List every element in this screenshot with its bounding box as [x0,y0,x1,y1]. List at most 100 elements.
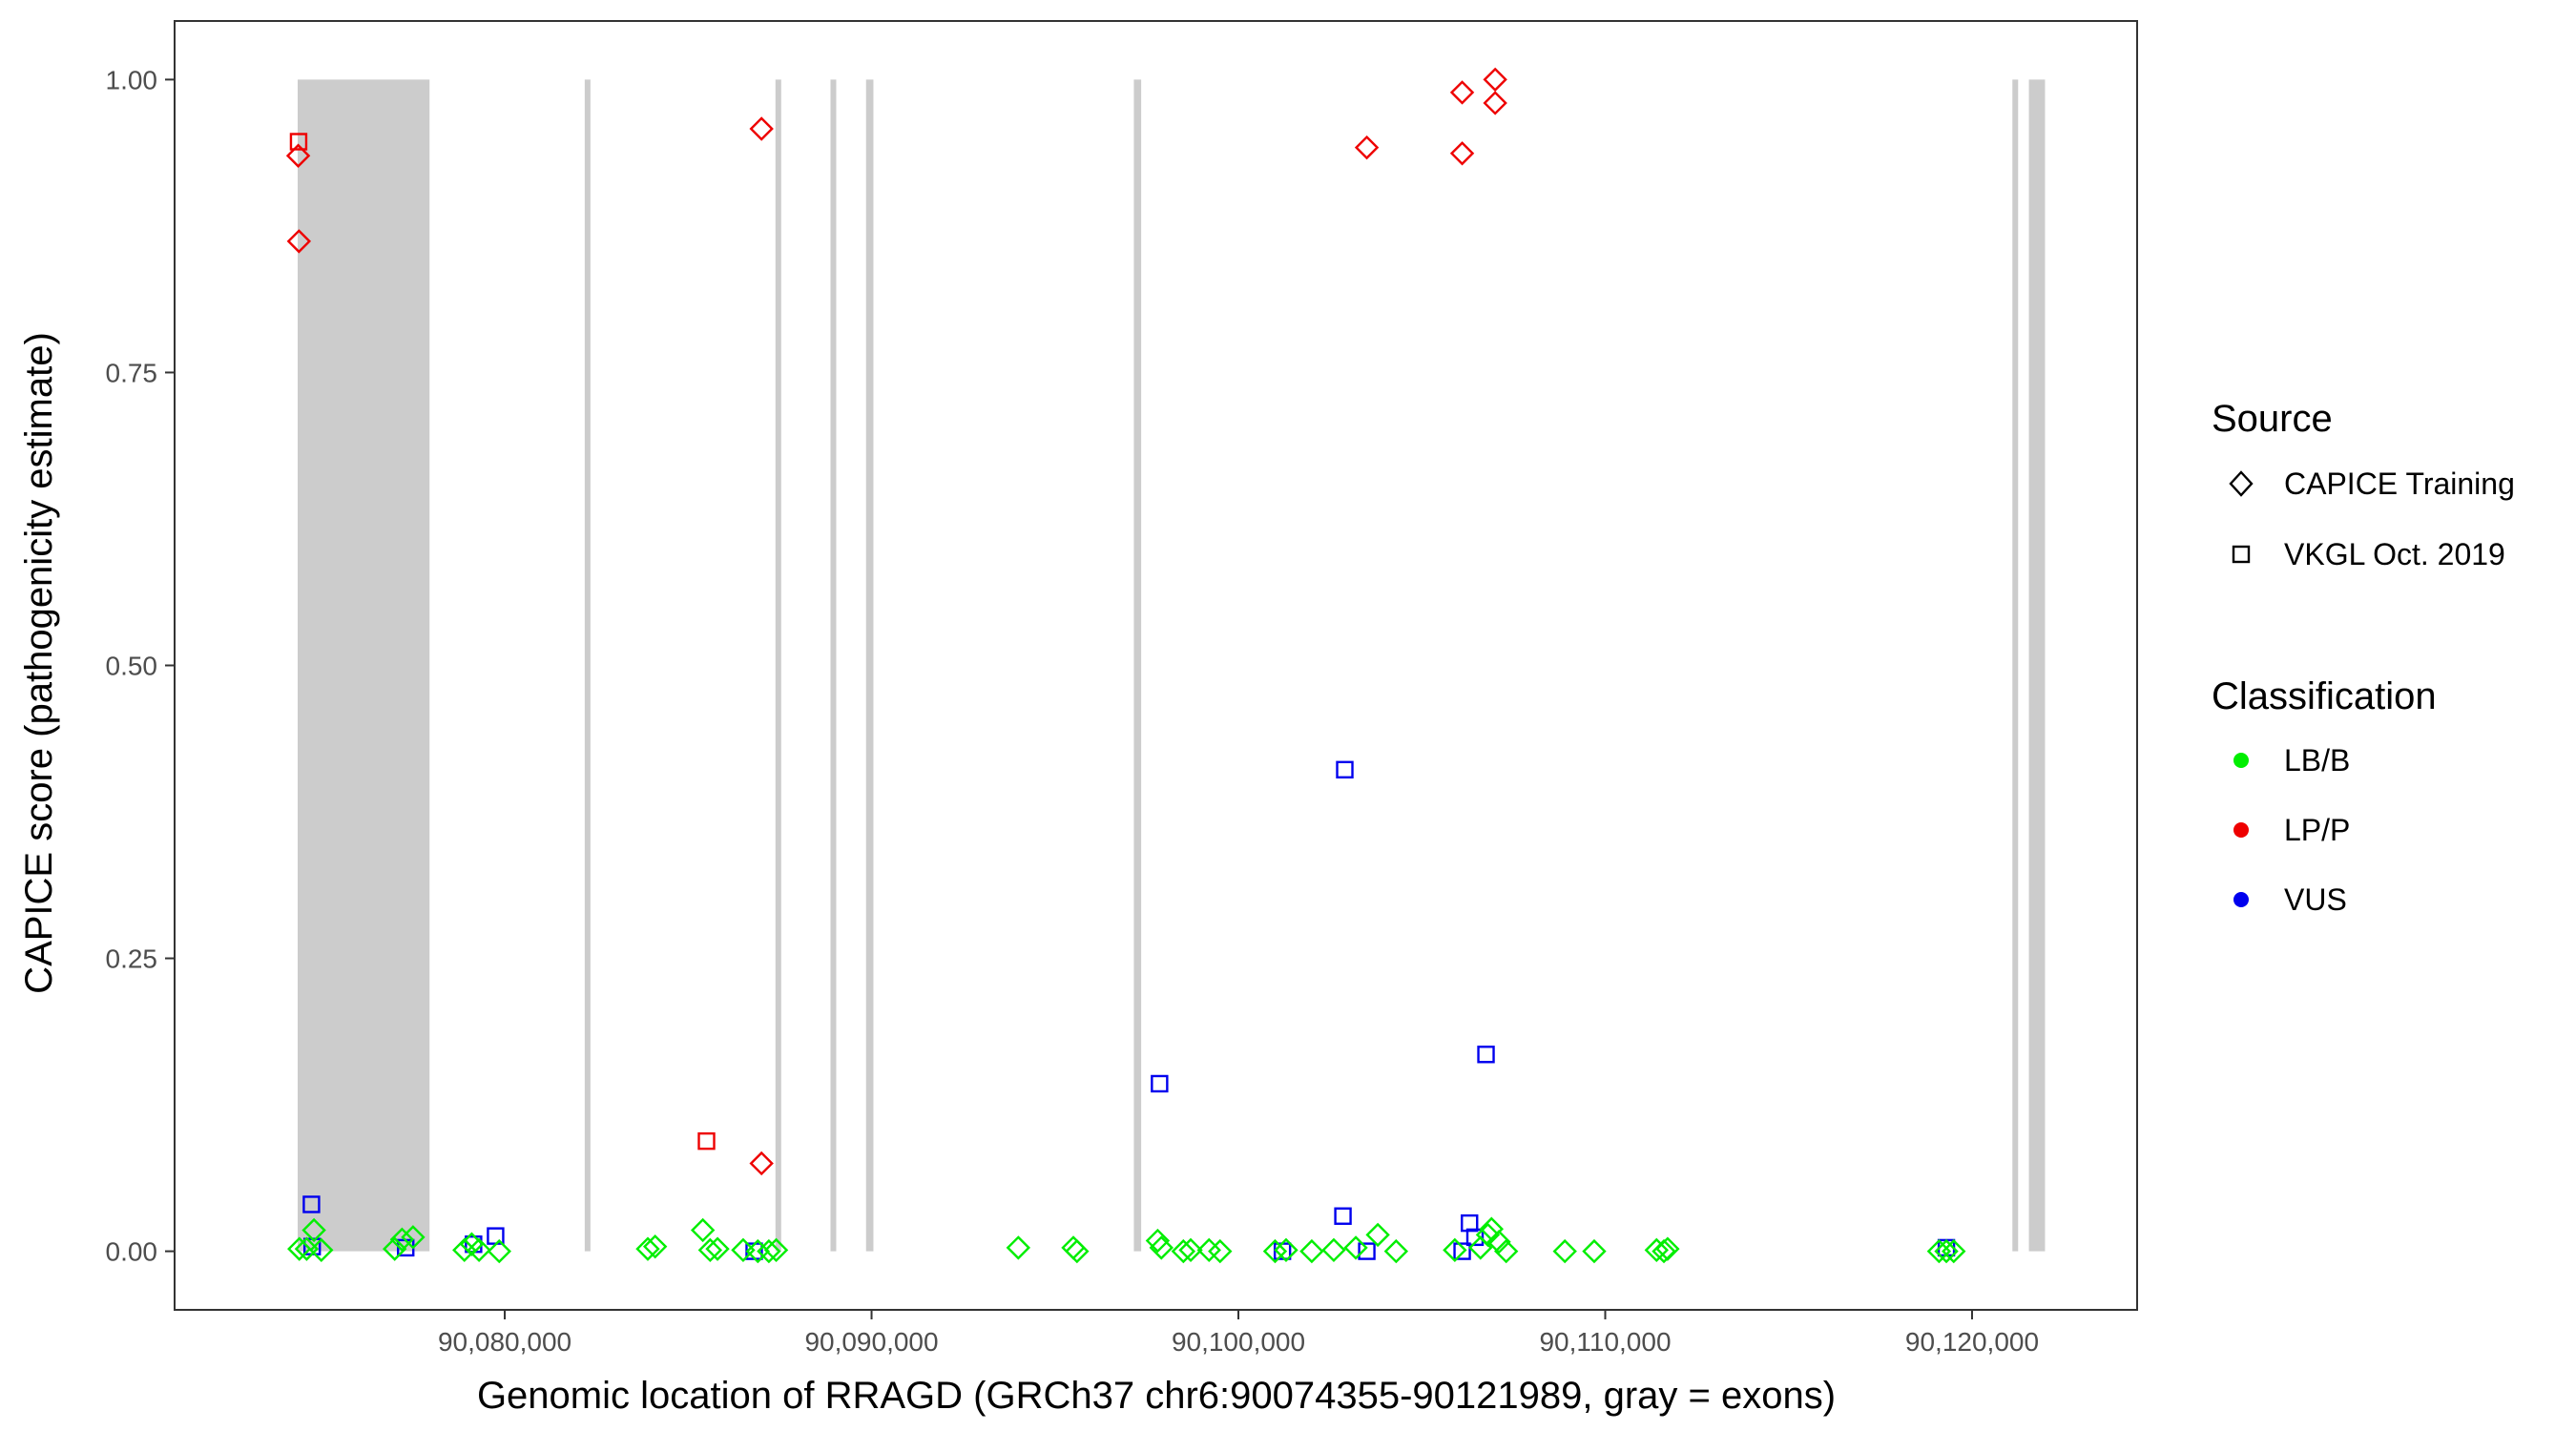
data-point-capice-lb-b-42 [1493,1238,1519,1264]
exon-bands [297,79,2046,1252]
legend-item-vus: VUS [2233,882,2347,917]
data-point-capice-lb-b-44 [1582,1238,1607,1264]
data-point-capice-lp-p-6 [1449,80,1475,105]
red-dot-icon [2233,822,2249,838]
exon-band-4 [830,79,837,1252]
y-tick-label: 0.50 [106,652,158,681]
legend-label-capice-training: CAPICE Training [2284,467,2515,501]
y-axis-title: CAPICE score (pathogenicity estimate) [18,332,60,994]
data-point-capice-lb-b-25 [1149,1235,1174,1260]
data-point-capice-lb-b-21 [1006,1235,1031,1260]
exon-band-1 [297,79,430,1252]
data-point-capice-lb-b-5 [382,1236,407,1261]
data-point-capice-lb-b-7 [401,1225,426,1250]
data-point-capice-lb-b-11 [487,1238,511,1264]
y-tick-label: 0.00 [106,1237,158,1267]
x-tick-label: 90,110,000 [1539,1327,1671,1357]
data-point-capice-lb-b-3 [301,1217,326,1243]
data-point-capice-lb-b-18 [745,1238,771,1264]
x-tick-label: 90,100,000 [1172,1327,1305,1357]
data-point-capice-lb-b-35 [1365,1222,1390,1248]
green-dot-icon [2233,753,2249,768]
data-point-capice-lb-b-32 [1299,1238,1324,1264]
data-point-capice-lp-p-1 [285,143,311,168]
data-point-capice-lb-b-47 [1655,1236,1680,1261]
axes: 90,080,000 90,090,000 90,100,000 90,110,000… [106,65,2040,1357]
legend-item-lb-b: LB/B [2233,743,2350,778]
data-point-capice-lb-b-33 [1321,1237,1346,1263]
diamond-icon [2229,470,2254,497]
data-point-capice-lb-b-31 [1274,1237,1298,1263]
data-point-capice-lb-b-49 [1934,1238,1959,1264]
data-point-capice-lb-b-2 [294,1236,320,1261]
y-tick-label: 1.00 [106,65,158,94]
x-axis-title: Genomic location of RRAGD (GRCh37 chr6:9… [477,1375,1836,1417]
data-point-vkgl-lp-p-1 [289,133,308,151]
exon-band-6 [1133,79,1142,1252]
data-point-capice-lb-b-20 [763,1237,789,1263]
data-point-capice-lb-b-37 [1443,1237,1467,1263]
data-point-capice-lp-p-3 [749,116,774,141]
data-point-capice-lb-b-12 [635,1236,660,1261]
data-point-capice-lb-b-36 [1383,1238,1409,1264]
legend-label-vkgl: VKGL Oct. 2019 [2284,537,2505,571]
data-point-capice-lb-b-50 [1942,1238,1966,1264]
data-point-capice-lb-b-23 [1065,1238,1090,1264]
legend-label-vus: VUS [2284,882,2347,917]
data-point-vkgl-vus-13 [1461,1213,1479,1233]
data-points [285,67,1966,1264]
x-tick-label: 90,080,000 [438,1327,571,1357]
data-point-capice-lb-b-4 [309,1237,334,1263]
data-point-capice-lb-b-27 [1178,1237,1203,1263]
data-point-vkgl-vus-12 [1453,1242,1471,1260]
legend-source-title: Source [2212,398,2333,440]
data-point-capice-lb-b-13 [642,1234,668,1259]
data-point-capice-lb-b-43 [1552,1238,1577,1264]
data-point-vkgl-vus-11 [1358,1242,1376,1260]
data-point-capice-lb-b-1 [287,1236,312,1261]
x-tick-label: 90,090,000 [804,1327,938,1357]
data-point-vkgl-lp-p-2 [697,1131,716,1151]
data-point-capice-lb-b-30 [1262,1238,1288,1264]
legend-label-lb-b: LB/B [2284,743,2350,778]
data-point-capice-lb-b-39 [1475,1222,1501,1248]
data-point-capice-lp-p-5 [1354,135,1380,160]
data-point-capice-lb-b-24 [1145,1228,1171,1254]
legend-classification-title: Classification [2212,675,2437,717]
data-point-capice-lp-p-9 [1483,91,1507,115]
exon-band-2 [584,79,591,1252]
data-point-capice-lb-b-15 [697,1237,723,1263]
data-point-capice-lb-b-29 [1208,1238,1233,1264]
data-point-capice-lb-b-10 [467,1237,491,1263]
data-point-capice-lb-b-14 [690,1217,716,1243]
square-icon [2232,545,2251,564]
data-point-vkgl-vus-9 [1336,760,1354,779]
y-tick-label: 0.25 [106,944,158,974]
legend: Source CAPICE Training VKGL Oct. 2019 Cl… [2212,398,2515,917]
blue-dot-icon [2233,892,2249,907]
data-point-capice-lb-b-41 [1486,1230,1511,1255]
y-tick-label: 0.75 [106,358,158,387]
data-point-capice-lb-b-17 [731,1237,756,1263]
data-point-capice-lb-b-28 [1196,1237,1221,1263]
data-point-vkgl-vus-14 [1465,1228,1485,1247]
legend-label-lp-p: LP/P [2284,813,2350,847]
data-point-capice-lb-b-45 [1644,1237,1670,1263]
data-point-capice-lb-b-19 [757,1238,781,1264]
exon-band-7 [2012,79,2019,1252]
exon-band-8 [2028,79,2046,1252]
exon-band-5 [865,79,874,1252]
data-point-vkgl-vus-7 [1151,1074,1169,1093]
data-point-capice-lb-b-16 [705,1236,730,1261]
data-point-vkgl-vus-10 [1334,1207,1352,1225]
x-tick-label: 90,120,000 [1905,1327,2039,1357]
data-point-capice-lb-b-34 [1343,1235,1368,1260]
data-point-vkgl-vus-15 [1477,1046,1495,1064]
data-point-capice-lb-b-26 [1171,1238,1196,1264]
data-point-capice-lp-p-8 [1483,67,1507,93]
data-point-vkgl-vus-1 [302,1195,321,1213]
data-point-capice-lp-p-2 [286,229,312,254]
data-point-capice-lb-b-6 [389,1227,415,1253]
exon-band-3 [775,79,781,1252]
